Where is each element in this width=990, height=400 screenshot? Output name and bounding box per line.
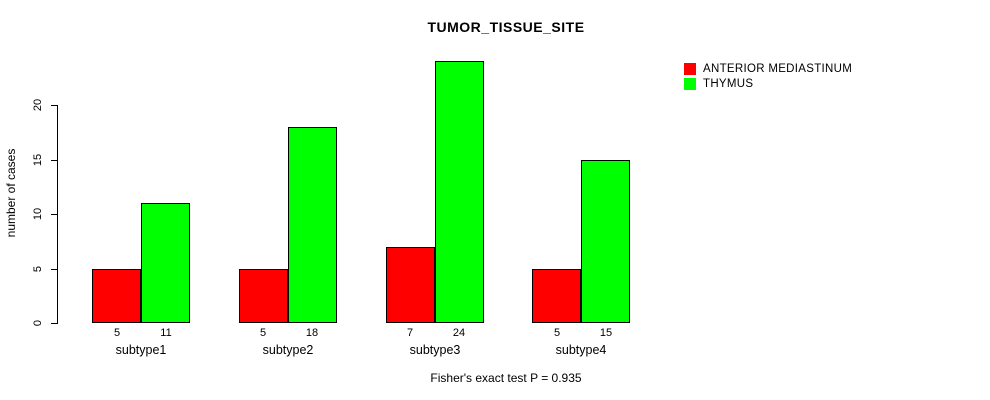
bar-value-label: 18: [305, 327, 319, 339]
bar-value-label: 5: [553, 327, 561, 339]
y-tick-mark: [51, 323, 57, 324]
category-label-subtype2: subtype2: [262, 343, 314, 357]
y-tick-label: 15: [32, 153, 44, 166]
y-tick-mark: [51, 268, 57, 270]
legend-label-anterior-mediastinum: ANTERIOR MEDIASTINUM: [703, 62, 853, 75]
y-tick-label: 5: [32, 265, 44, 272]
bar-subtype3-series1: [435, 61, 484, 323]
y-axis-line: [57, 105, 58, 324]
bar-value-label: 15: [599, 327, 613, 339]
chart-title: TUMOR_TISSUE_SITE: [427, 19, 585, 35]
fishers-test-caption: Fisher's exact test P = 0.935: [430, 371, 582, 385]
bar-subtype4-series1: [581, 159, 630, 323]
bar-subtype4-series0: [532, 268, 581, 323]
bar-subtype3-series0: [386, 246, 435, 323]
y-tick-label: 10: [32, 207, 44, 221]
legend-swatch-red: [684, 62, 696, 75]
y-tick-label: 20: [32, 98, 44, 112]
category-label-subtype4: subtype4: [555, 343, 607, 357]
y-tick-mark: [51, 105, 57, 106]
bar-value-label: 24: [452, 327, 466, 339]
legend: ANTERIOR MEDIASTINUM THYMUS: [684, 61, 852, 91]
bar-value-label: 5: [259, 327, 267, 339]
y-axis-label: number of cases: [4, 148, 18, 238]
bar-subtype1-series1: [141, 203, 190, 323]
y-tick-mark: [51, 159, 57, 161]
legend-label-thymus: THYMUS: [703, 77, 754, 90]
legend-item-thymus: THYMUS: [684, 76, 852, 91]
bar-subtype1-series0: [92, 268, 141, 323]
y-tick-label: 0: [32, 319, 44, 327]
bar-value-label: 11: [160, 327, 172, 339]
legend-swatch-green: [684, 77, 696, 90]
legend-item-anterior-mediastinum: ANTERIOR MEDIASTINUM: [684, 61, 852, 76]
category-label-subtype3: subtype3: [409, 343, 461, 357]
bar-subtype2-series0: [239, 268, 288, 323]
bar-subtype2-series1: [288, 126, 337, 323]
category-label-subtype1: subtype1: [115, 343, 167, 357]
y-tick-mark: [51, 214, 57, 215]
bar-value-label: 7: [406, 327, 414, 339]
bar-value-label: 5: [113, 327, 121, 339]
